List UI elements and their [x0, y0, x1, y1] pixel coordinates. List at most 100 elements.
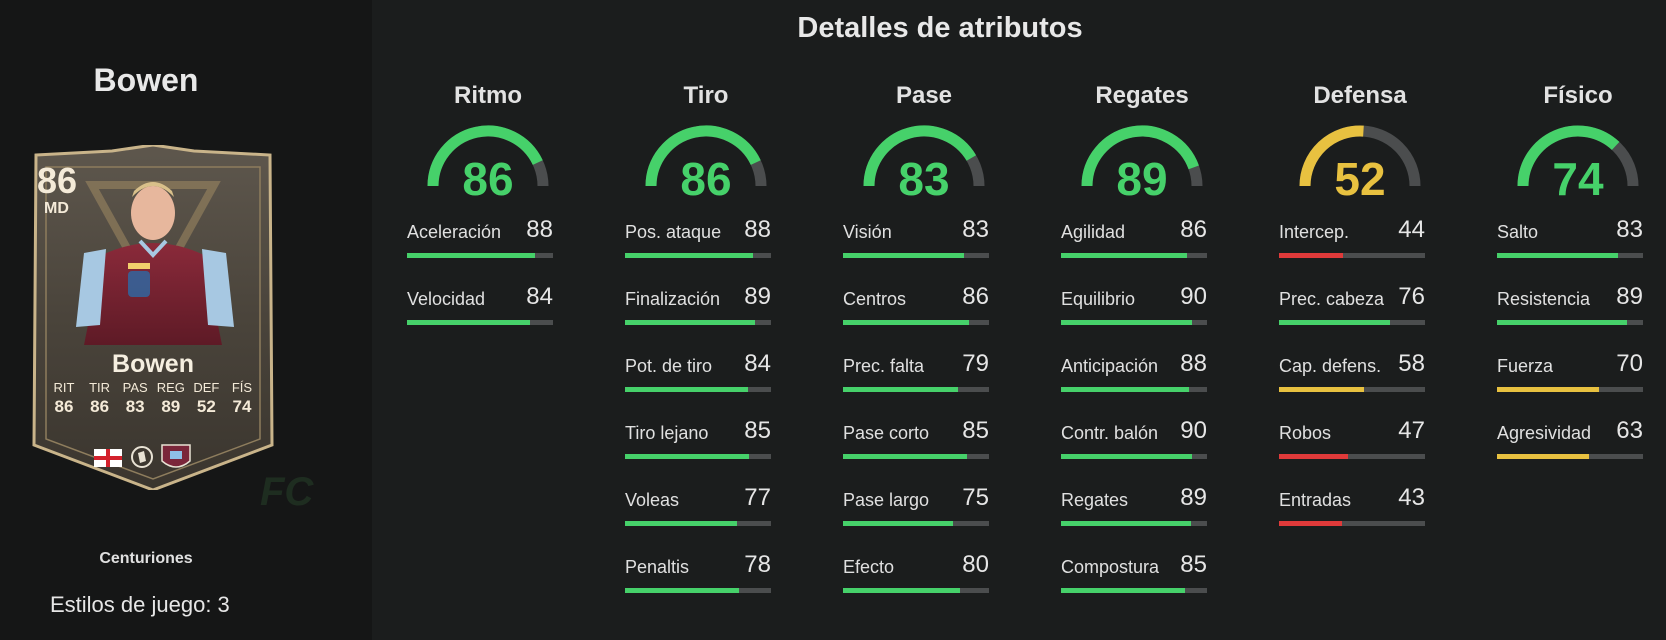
category-name: Ritmo — [454, 82, 522, 109]
attribute-row[interactable]: Contr. balón 90 — [1057, 417, 1227, 490]
attribute-bar-fill — [1279, 320, 1390, 325]
attribute-value: 89 — [1180, 484, 1207, 511]
attribute-row[interactable]: Aceleración 88 — [403, 216, 573, 289]
attribute-bar-fill — [1061, 521, 1191, 526]
attribute-bar-track — [625, 253, 771, 258]
attribute-value: 86 — [962, 283, 989, 310]
attribute-bar-fill — [1279, 253, 1344, 258]
attribute-bar-track — [1279, 521, 1425, 526]
attribute-bar-fill — [625, 521, 738, 526]
attribute-value: 70 — [1616, 350, 1643, 377]
attribute-bar-track — [1061, 588, 1207, 593]
attribute-value: 44 — [1398, 216, 1425, 243]
premier-league-icon — [131, 446, 153, 468]
attribute-row[interactable]: Cap. defens. 58 — [1275, 350, 1445, 423]
attribute-row[interactable]: Regates 89 — [1057, 484, 1227, 557]
attribute-row[interactable]: Prec. cabeza 76 — [1275, 283, 1445, 356]
attribute-bar-fill — [1497, 387, 1600, 392]
card-position: MD — [44, 200, 69, 217]
category-name: Defensa — [1313, 82, 1407, 109]
attribute-label: Agilidad — [1061, 222, 1126, 242]
attribute-row[interactable]: Fuerza 70 — [1493, 350, 1663, 423]
attribute-row[interactable]: Equilibrio 90 — [1057, 283, 1227, 356]
attribute-bar-track — [1279, 387, 1425, 392]
card-stats-row: RIT 86 TIR 86 PAS 83 REG 89 DEF 52 FÍS 74 — [48, 380, 258, 417]
attribute-bar-fill — [1279, 387, 1364, 392]
category-name: Físico — [1543, 82, 1613, 109]
attribute-row[interactable]: Agilidad 86 — [1057, 216, 1227, 289]
attribute-label: Tiro lejano — [625, 423, 709, 443]
attribute-row[interactable]: Resistencia 89 — [1493, 283, 1663, 356]
attribute-label: Pot. de tiro — [625, 356, 713, 376]
attribute-value: 80 — [962, 551, 989, 578]
attribute-row[interactable]: Salto 83 — [1493, 216, 1663, 289]
attribute-value: 89 — [1616, 283, 1643, 310]
attribute-value: 85 — [744, 417, 771, 444]
category-value: 86 — [462, 153, 514, 205]
category-value: 74 — [1552, 153, 1604, 205]
category-gauge: 89 — [1057, 122, 1227, 222]
category-regates: Regates 89 Agilidad 86 Equilibrio 90 Anticipac… — [1057, 82, 1227, 624]
attribute-row[interactable]: Intercep. 44 — [1275, 216, 1445, 289]
attribute-label: Velocidad — [407, 289, 486, 309]
attribute-row[interactable]: Robos 47 — [1275, 417, 1445, 490]
gauge-arc — [1081, 125, 1203, 187]
attribute-bar-track — [843, 253, 989, 258]
attribute-bar-fill — [407, 253, 536, 258]
attribute-value: 63 — [1616, 417, 1643, 444]
player-card[interactable]: 86 MD Bowen RIT 86 TIR 86 PAS 83 REG 89 DEF 5… — [22, 145, 284, 490]
attribute-bar-fill — [1061, 588, 1186, 593]
category-name: Pase — [895, 82, 953, 109]
category-value: 83 — [898, 153, 950, 205]
attribute-label: Efecto — [843, 557, 895, 577]
attribute-row[interactable]: Prec. falta 79 — [839, 350, 1009, 423]
attribute-label: Agresividad — [1497, 423, 1592, 443]
attribute-bar-track — [625, 521, 771, 526]
attribute-bar-fill — [1279, 454, 1348, 459]
attribute-value: 88 — [1180, 350, 1207, 377]
attribute-row[interactable]: Pos. ataque 88 — [621, 216, 791, 289]
gauge-fill — [1081, 125, 1199, 187]
attribute-row[interactable]: Entradas 43 — [1275, 484, 1445, 557]
card-stat: REG 89 — [156, 380, 185, 416]
attribute-value: 84 — [526, 283, 553, 310]
attribute-row[interactable]: Efecto 80 — [839, 551, 1009, 624]
playstyles-count[interactable]: Estilos de juego: 3 — [50, 592, 230, 617]
page-title: Detalles de atributos — [797, 12, 1083, 44]
gauge-arc — [645, 125, 767, 187]
attribute-row[interactable]: Agresividad 63 — [1493, 417, 1663, 490]
attribute-bar-track — [625, 588, 771, 593]
attribute-row[interactable]: Pot. de tiro 84 — [621, 350, 791, 423]
attribute-bar-track — [625, 454, 771, 459]
attribute-bar-track — [843, 454, 989, 459]
attribute-bar-track — [1061, 253, 1207, 258]
attribute-row[interactable]: Compostura 85 — [1057, 551, 1227, 624]
gauge-arc — [1299, 125, 1421, 187]
attribute-bar-fill — [843, 320, 969, 325]
player-name: Bowen — [93, 62, 199, 98]
attribute-bar-track — [1497, 387, 1643, 392]
attribute-row[interactable]: Voleas 77 — [621, 484, 791, 557]
attribute-row[interactable]: Anticipación 88 — [1057, 350, 1227, 423]
card-player-name: Bowen — [112, 350, 194, 378]
attribute-value: 47 — [1398, 417, 1425, 444]
attribute-row[interactable]: Centros 86 — [839, 283, 1009, 356]
attribute-row[interactable]: Pase largo 75 — [839, 484, 1009, 557]
attribute-value: 75 — [962, 484, 989, 511]
west-ham-crest-icon — [161, 444, 191, 468]
attribute-row[interactable]: Pase corto 85 — [839, 417, 1009, 490]
attribute-value: 88 — [526, 216, 553, 243]
attribute-label: Fuerza — [1497, 356, 1554, 376]
attribute-bar-fill — [1279, 521, 1342, 526]
attribute-row[interactable]: Visión 83 — [839, 216, 1009, 289]
attribute-row[interactable]: Penaltis 78 — [621, 551, 791, 624]
category-tiro: Tiro 86 Pos. ataque 88 Finalización 89 Pot. de… — [621, 82, 791, 624]
category-fisico: Físico 74 Salto 83 Resistencia 89 Fuerza 70 Agre… — [1493, 82, 1663, 490]
attribute-label: Centros — [843, 289, 907, 309]
card-type-label: Centuriones — [99, 550, 193, 567]
attribute-bar-fill — [625, 387, 748, 392]
attribute-row[interactable]: Velocidad 84 — [403, 283, 573, 356]
attribute-bar-track — [1497, 320, 1643, 325]
attribute-row[interactable]: Finalización 89 — [621, 283, 791, 356]
attribute-row[interactable]: Tiro lejano 85 — [621, 417, 791, 490]
